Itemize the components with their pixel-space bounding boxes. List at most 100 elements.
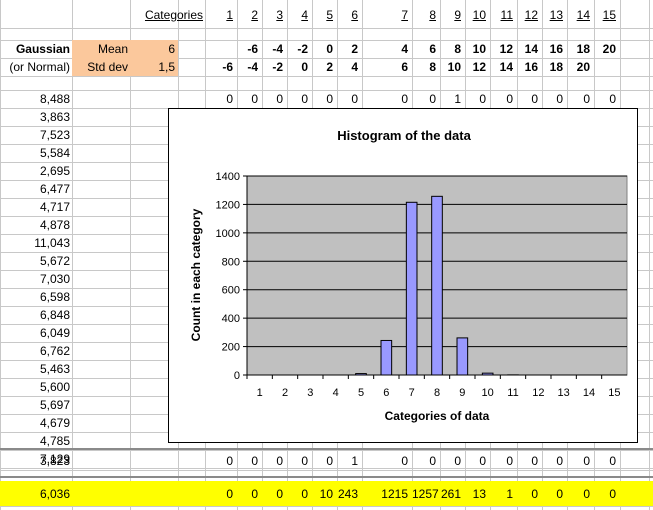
sample-value-cell[interactable]: 4,717 [39, 200, 70, 214]
bin-flag-cell[interactable]: 0 [609, 92, 616, 106]
category-header-cell[interactable]: 11 [500, 8, 513, 22]
sample-value-cell[interactable]: 3,823 [39, 454, 70, 468]
bin-flag-cell[interactable]: 0 [583, 454, 590, 468]
sample-value-cell[interactable]: 7,030 [39, 272, 70, 286]
lower-bound-cell[interactable] [594, 58, 616, 76]
bin-flag-cell[interactable]: 0 [351, 92, 358, 106]
lower-bound-cell[interactable]: -2 [272, 60, 283, 74]
sample-value-cell[interactable]: 2,695 [39, 164, 70, 178]
category-header-cell[interactable]: 8 [429, 8, 436, 22]
upper-bound-cell[interactable]: 20 [602, 42, 616, 56]
sample-value-cell[interactable]: 6,477 [39, 182, 70, 196]
upper-bound-cell[interactable]: 0 [326, 42, 333, 56]
category-header-cell[interactable]: 7 [401, 8, 408, 22]
category-header-cell[interactable]: 6 [351, 8, 358, 22]
bin-flag-cell[interactable]: 0 [401, 454, 408, 468]
sample-value-cell[interactable]: 11,043 [34, 236, 70, 250]
sample-value-cell[interactable]: 7,129 [39, 452, 70, 466]
upper-bound-cell[interactable]: 8 [454, 42, 461, 56]
upper-bound-cell[interactable]: 2 [351, 42, 358, 56]
sample-value-cell[interactable]: 4,785 [39, 434, 70, 448]
bin-count-cell[interactable]: 1 [506, 487, 513, 501]
std-dev-value-cell[interactable]: 1,5 [158, 60, 175, 74]
bin-flag-cell[interactable]: 0 [556, 454, 563, 468]
category-header-cell[interactable]: 13 [549, 8, 563, 22]
histogram-chart[interactable]: 0 200 400 600 800 1000 1200 1400 1 2 3 4 5 6 7 8 9 10 11 12… [168, 108, 638, 443]
bin-flag-cell[interactable]: 0 [479, 92, 486, 106]
upper-bound-cell[interactable]: 12 [499, 42, 513, 56]
sample-value-cell[interactable]: 4,878 [39, 218, 70, 232]
upper-bound-cell[interactable]: 10 [472, 42, 486, 56]
bin-flag-cell[interactable]: 0 [429, 454, 436, 468]
category-header-cell[interactable]: 5 [326, 8, 333, 22]
bin-flag-cell[interactable]: 0 [276, 454, 283, 468]
bin-flag-cell[interactable]: 1 [351, 454, 358, 468]
bin-count-cell[interactable]: 0 [609, 487, 616, 501]
category-header-cell[interactable]: 14 [576, 8, 590, 22]
lower-bound-cell[interactable]: 20 [576, 60, 590, 74]
category-header-cell[interactable]: 12 [524, 8, 538, 22]
bin-flag-cell[interactable]: 0 [556, 92, 563, 106]
bin-count-cell[interactable]: 1215 [381, 487, 408, 501]
sample-value-cell[interactable]: 8,488 [39, 92, 70, 106]
bin-flag-cell[interactable]: 0 [454, 454, 461, 468]
sample-value-cell[interactable]: 3,863 [39, 110, 70, 124]
mean-value-cell[interactable]: 6 [168, 42, 175, 56]
category-header-cell[interactable]: 3 [276, 8, 283, 22]
lower-bound-cell[interactable]: 14 [499, 60, 513, 74]
upper-bound-cell[interactable]: 16 [549, 42, 563, 56]
category-header-cell[interactable]: 1 [226, 8, 233, 22]
category-header-cell[interactable]: 9 [454, 8, 461, 22]
bin-flag-cell[interactable]: 0 [326, 92, 333, 106]
bin-count-cell[interactable]: 0 [556, 487, 563, 501]
lower-bound-cell[interactable]: -4 [247, 60, 258, 74]
sample-value-cell[interactable]: 6,598 [39, 290, 70, 304]
bin-count-cell[interactable]: 0 [301, 487, 308, 501]
bin-count-cell[interactable]: 13 [472, 487, 486, 501]
bin-flag-cell[interactable]: 0 [251, 454, 258, 468]
lower-bound-cell[interactable]: 6 [401, 60, 408, 74]
upper-bound-cell[interactable]: -4 [272, 42, 283, 56]
bin-count-cell[interactable]: 0 [531, 487, 538, 501]
bin-count-cell[interactable]: 10 [319, 487, 333, 501]
bin-flag-cell[interactable]: 0 [226, 92, 233, 106]
bin-count-cell[interactable]: 1257 [412, 487, 439, 501]
category-header-cell[interactable]: 15 [602, 8, 616, 22]
sample-value-cell[interactable]: 5,463 [39, 362, 70, 376]
bin-flag-cell[interactable]: 0 [479, 454, 486, 468]
bin-flag-cell[interactable]: 0 [583, 92, 590, 106]
category-header-cell[interactable]: 4 [301, 8, 308, 22]
bin-flag-cell[interactable]: 0 [531, 454, 538, 468]
bin-flag-cell[interactable]: 0 [506, 454, 513, 468]
bin-count-cell[interactable]: 0 [583, 487, 590, 501]
lower-bound-cell[interactable]: 4 [351, 60, 358, 74]
upper-bound-cell[interactable]: 18 [576, 42, 590, 56]
bin-flag-cell[interactable]: 0 [326, 454, 333, 468]
bin-flag-cell[interactable]: 0 [301, 92, 308, 106]
bin-flag-cell[interactable]: 1 [454, 92, 461, 106]
upper-bound-cell[interactable]: 6 [429, 42, 436, 56]
upper-bound-cell[interactable]: 4 [401, 42, 408, 56]
lower-bound-cell[interactable]: 12 [472, 60, 486, 74]
lower-bound-cell[interactable]: 10 [447, 60, 461, 74]
upper-bound-cell[interactable] [205, 40, 233, 58]
bin-flag-cell[interactable]: 0 [401, 92, 408, 106]
lower-bound-cell[interactable]: 2 [326, 60, 333, 74]
sample-value-cell[interactable]: 4,679 [39, 416, 70, 430]
lower-bound-cell[interactable]: 0 [301, 60, 308, 74]
bin-count-cell[interactable]: 0 [251, 487, 258, 501]
bin-flag-cell[interactable]: 0 [251, 92, 258, 106]
upper-bound-cell[interactable]: -2 [297, 42, 308, 56]
lower-bound-cell[interactable]: 18 [549, 60, 563, 74]
bin-flag-cell[interactable]: 0 [226, 454, 233, 468]
sample-value-cell[interactable]: 5,697 [39, 398, 70, 412]
bin-flag-cell[interactable]: 0 [301, 454, 308, 468]
bin-flag-cell[interactable]: 0 [276, 92, 283, 106]
upper-bound-cell[interactable]: 14 [524, 42, 538, 56]
bin-count-cell[interactable]: 0 [226, 487, 233, 501]
bin-flag-cell[interactable]: 0 [531, 92, 538, 106]
lower-bound-cell[interactable]: -6 [222, 60, 233, 74]
lower-bound-cell[interactable]: 8 [429, 60, 436, 74]
bin-flag-cell[interactable]: 0 [506, 92, 513, 106]
